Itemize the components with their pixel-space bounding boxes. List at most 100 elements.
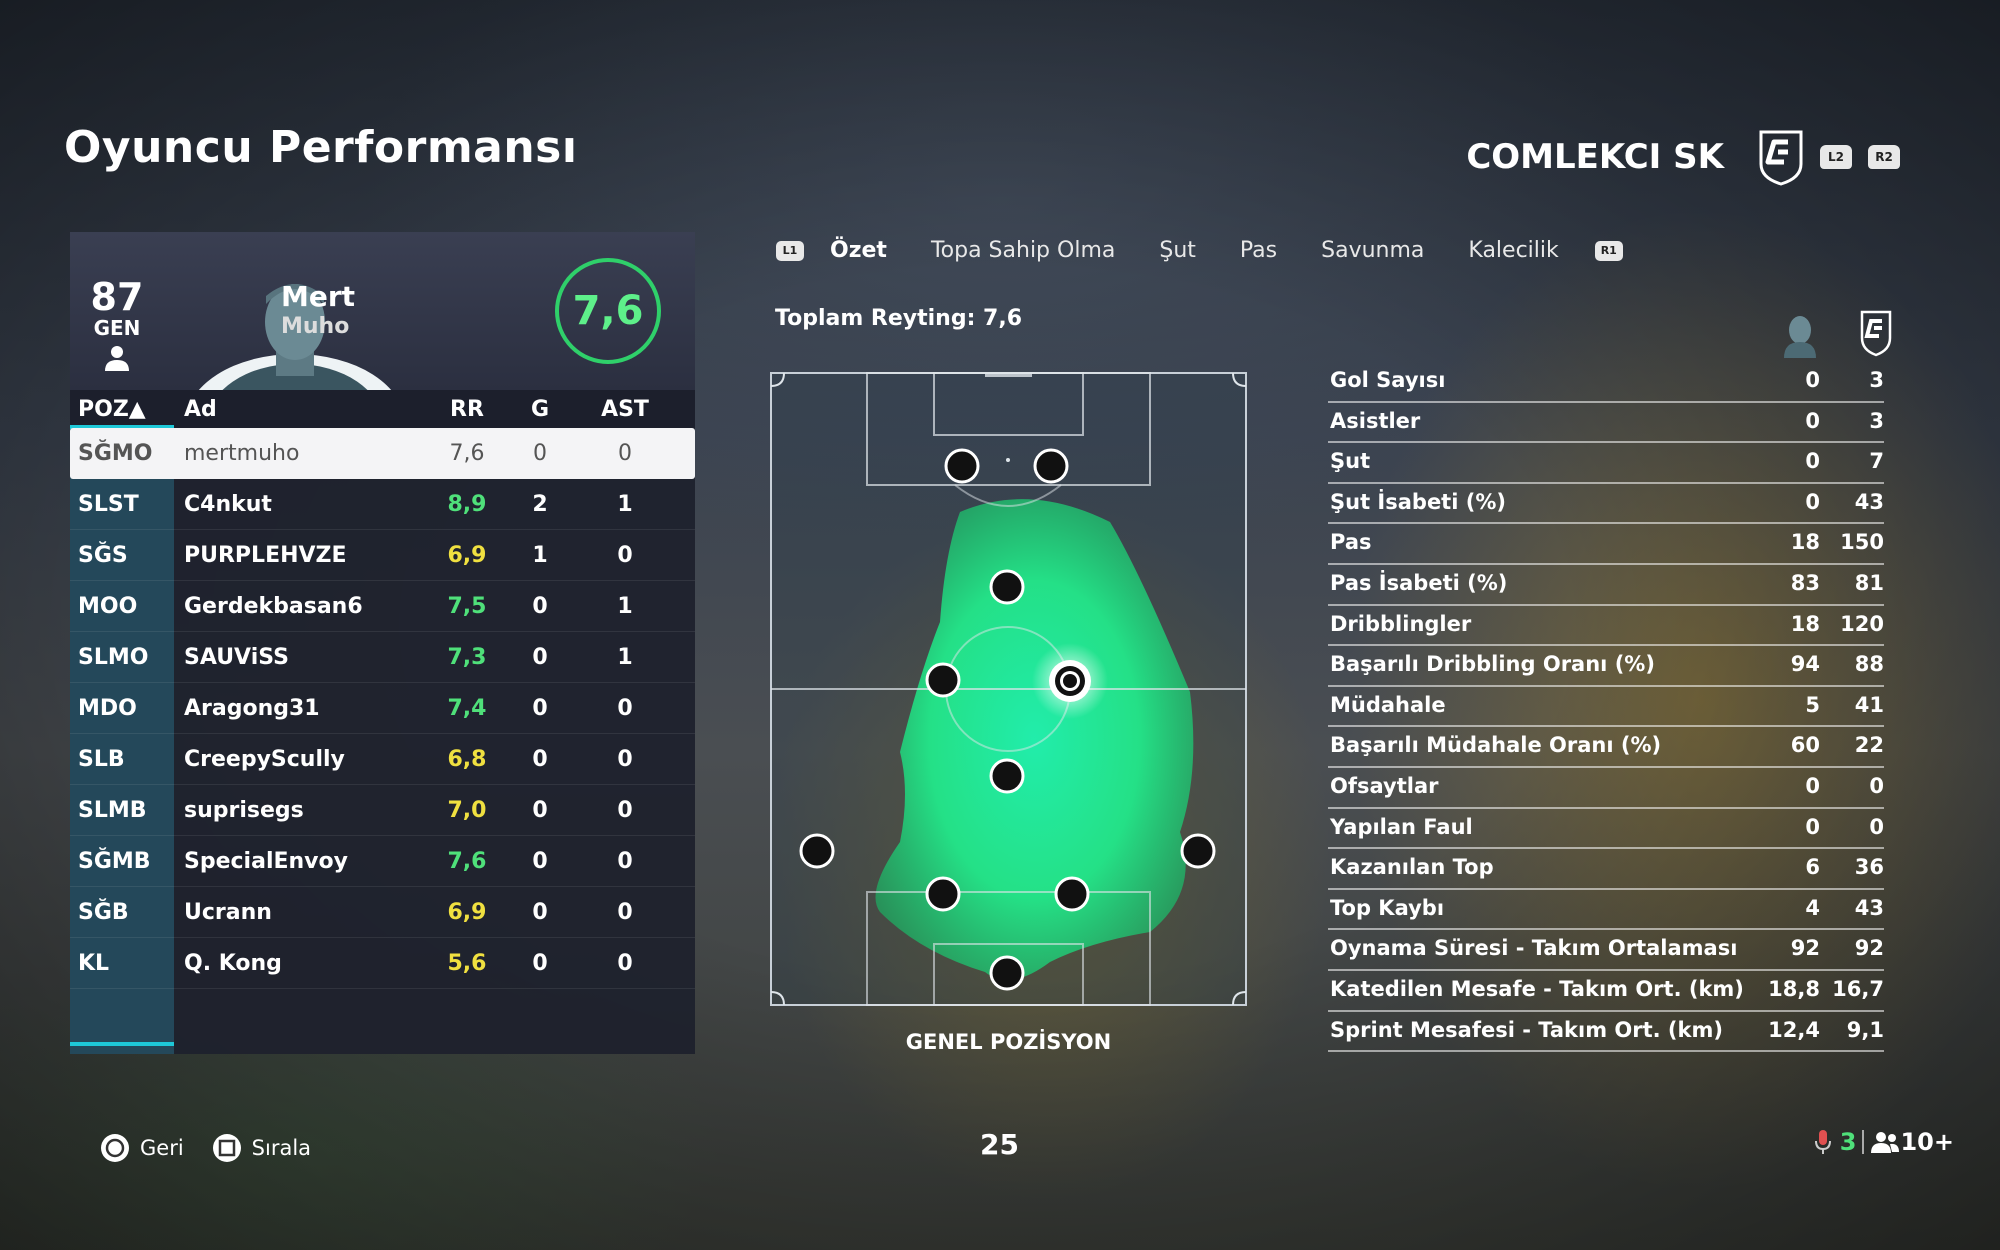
tab-pas[interactable]: Pas [1239,238,1278,263]
teammate-dot [925,662,961,698]
tab-kalecilik[interactable]: Kalecilik [1468,238,1559,263]
player-overall: 87 GEN [90,278,144,376]
sort-button[interactable]: Sırala [212,1133,311,1163]
row-assists: 1 [617,644,633,670]
stat-label: Başarılı Müdahale Oranı (%) [1330,733,1662,758]
row-position: SĞMO [78,440,153,466]
tab-ozet[interactable]: Özet [830,238,887,263]
row-rating: 6,9 [447,542,487,568]
row-player-name: Gerdekbasan6 [184,593,363,619]
player-list-panel: 87 GEN Mert Muho 7,6 POZ▲ Ad RR G AST [70,232,695,1054]
row-rating: 7,6 [449,440,485,466]
row-goals: 0 [533,440,547,466]
header-poz[interactable]: POZ▲ [78,396,146,422]
row-rating: 6,9 [447,899,487,925]
back-button[interactable]: Geri [100,1133,184,1163]
stat-player-value: 6 [1805,855,1820,880]
player-rows: SĞMO mertmuho 7,6 0 0 SLST C4nkut 8,9 2 1 SĞS PURPL… [70,428,695,989]
stat-row: Kazanılan Top 6 36 [1328,849,1884,890]
player-first-name: Mert [281,280,356,313]
row-position: SLST [78,491,139,517]
teammate-dot [1033,448,1069,484]
stat-label: Pas İsabeti (%) [1330,570,1508,595]
stat-team-value: 22 [1854,733,1884,758]
microphone-icon [1814,1130,1831,1154]
stat-label: Pas [1330,530,1372,555]
stat-row: Ofsaytlar 0 0 [1328,768,1884,809]
row-assists: 0 [617,746,633,772]
stat-team-value: 0 [1869,773,1884,798]
r2-button-icon[interactable]: R2 [1868,145,1900,169]
row-assists: 1 [617,491,633,517]
row-player-name: PURPLEHVZE [184,542,347,568]
l1-button-icon[interactable]: L1 [776,240,804,261]
club-crest-icon [1759,130,1803,186]
row-position: KL [78,950,110,976]
row-assists: 1 [617,593,633,619]
teammate-dot [799,833,835,869]
stat-row: Şut 0 7 [1328,443,1884,484]
tab-savunma[interactable]: Savunma [1321,238,1425,263]
row-position: SLB [78,746,125,772]
stat-team-value: 7 [1869,449,1884,474]
sort-indicator-underline [70,425,174,429]
player-rating-ring: 7,6 [555,258,661,364]
tab-topa-sahip-olma[interactable]: Topa Sahip Olma [930,238,1116,263]
table-row[interactable]: SĞS PURPLEHVZE 6,9 1 0 [70,530,695,581]
stat-player-value: 92 [1790,936,1820,961]
stat-player-value: 18,8 [1768,976,1820,1001]
table-row[interactable]: SĞB Ucrann 6,9 0 0 [70,887,695,938]
stat-player-value: 0 [1805,814,1820,839]
header-ad[interactable]: Ad [184,396,217,422]
table-row[interactable]: SĞMO mertmuho 7,6 0 0 [70,428,695,479]
header-g[interactable]: G [530,396,550,422]
row-goals: 0 [532,746,548,772]
party-count: 10+ [1900,1128,1954,1156]
tab-sut[interactable]: Şut [1159,238,1196,263]
selected-player-card: 87 GEN Mert Muho 7,6 [70,232,695,390]
table-row[interactable]: SLMB suprisegs 7,0 0 0 [70,785,695,836]
stat-team-value: 16,7 [1832,976,1884,1001]
table-row[interactable]: KL Q. Kong 5,6 0 0 [70,938,695,989]
position-column-background [70,390,174,1054]
stat-player-value: 60 [1790,733,1820,758]
table-row[interactable]: MOO Gerdekbasan6 7,5 0 1 [70,581,695,632]
position-heatmap-pitch [770,372,1247,1006]
stat-label: Ofsaytlar [1330,773,1439,798]
stat-row: Başarılı Dribbling Oranı (%) 94 88 [1328,646,1884,687]
stat-label: Top Kaybı [1330,895,1445,920]
l2-button-icon[interactable]: L2 [1820,145,1852,169]
stat-player-value: 18 [1790,530,1820,555]
total-rating: Toplam Reyting: 7,6 [775,306,1023,331]
stat-team-value: 92 [1854,936,1884,961]
table-row[interactable]: SLMO SAUViSS 7,3 0 1 [70,632,695,683]
stat-label: Başarılı Dribbling Oranı (%) [1330,652,1655,677]
row-rating: 7,5 [447,593,487,619]
header-ast[interactable]: AST [601,396,649,422]
stat-label: Şut [1330,449,1371,474]
row-assists: 0 [617,950,633,976]
header-rr[interactable]: RR [450,396,484,422]
row-position: MDO [78,695,137,721]
row-assists: 0 [617,542,633,568]
stat-team-value: 36 [1854,855,1884,880]
stat-row: Asistler 0 3 [1328,403,1884,444]
table-row[interactable]: MDO Aragong31 7,4 0 0 [70,683,695,734]
stat-label: Sprint Mesafesi - Takım Ort. (km) [1330,1017,1723,1042]
row-position: SĞMB [78,848,151,874]
row-player-name: SAUViSS [184,644,289,670]
r1-button-icon[interactable]: R1 [1594,240,1623,261]
page-title: Oyuncu Performansı [64,122,578,173]
table-row[interactable]: SLST C4nkut 8,9 2 1 [70,479,695,530]
table-row[interactable]: SĞMB SpecialEnvoy 7,6 0 0 [70,836,695,887]
row-assists: 0 [618,440,632,466]
row-position: SLMO [78,644,149,670]
teammate-dot [925,876,961,912]
teammate-positions [799,448,1216,991]
table-header: POZ▲ Ad RR G AST [70,390,695,428]
row-goals: 0 [532,695,548,721]
stat-label: Gol Sayısı [1330,368,1446,392]
stat-row: Gol Sayısı 0 3 [1328,362,1884,403]
stat-team-value: 81 [1854,570,1884,595]
table-row[interactable]: SLB CreepyScully 6,8 0 0 [70,734,695,785]
